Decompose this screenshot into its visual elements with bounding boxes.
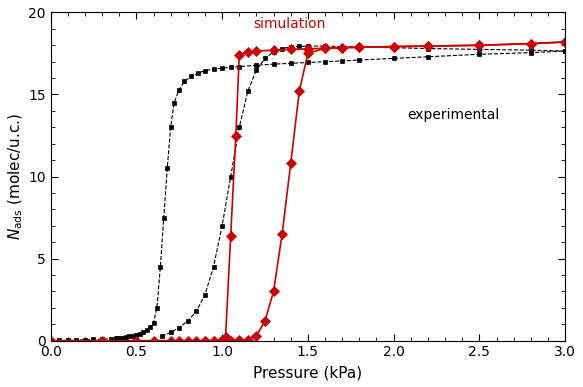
Text: experimental: experimental xyxy=(408,108,500,122)
Text: simulation: simulation xyxy=(253,17,325,31)
X-axis label: Pressure (kPa): Pressure (kPa) xyxy=(253,365,363,380)
Y-axis label: $N_{\mathrm{ads}}$ (molec/u.c.): $N_{\mathrm{ads}}$ (molec/u.c.) xyxy=(7,113,25,240)
